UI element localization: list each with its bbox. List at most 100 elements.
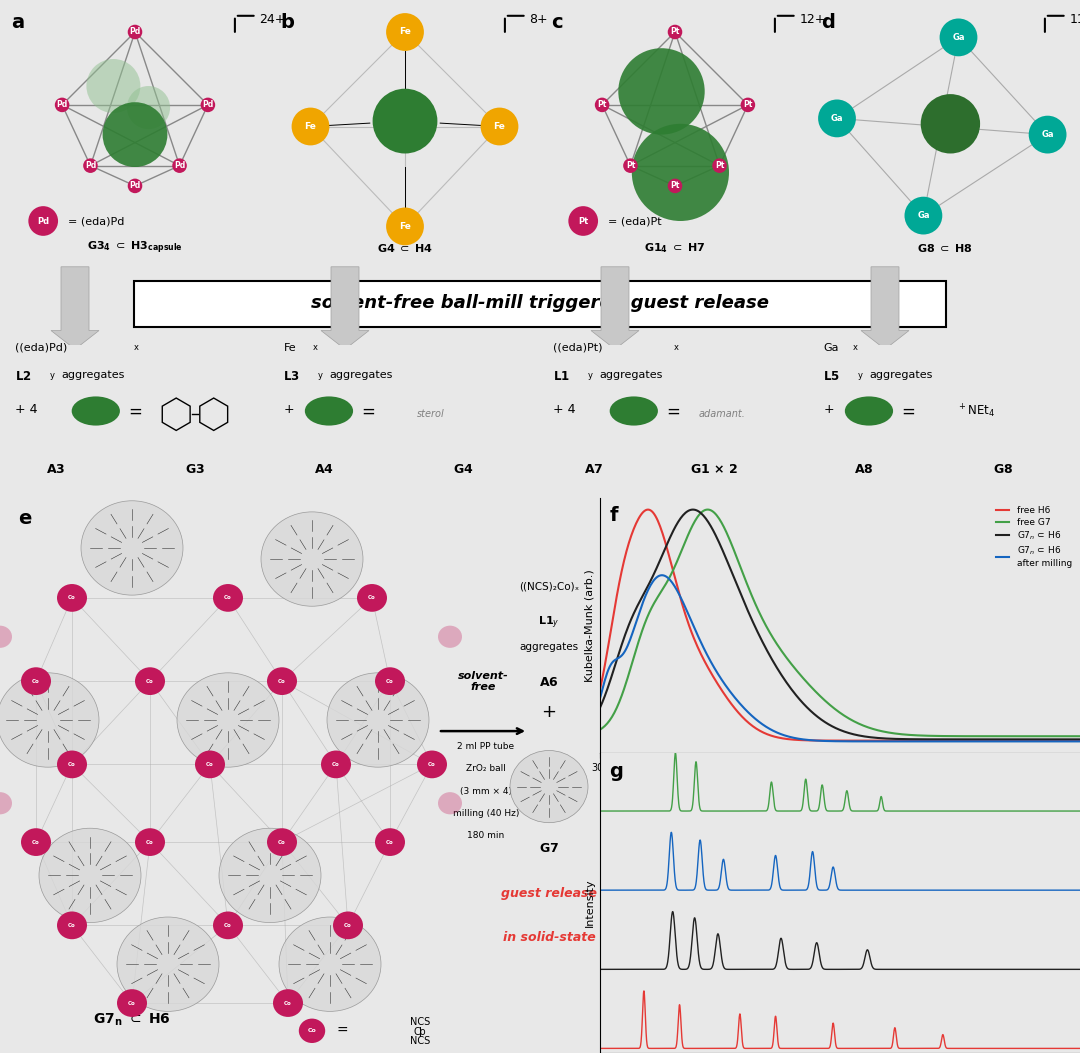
Text: $\mathbf{G1}$ × 2: $\mathbf{G1}$ × 2: [690, 463, 738, 476]
Text: Co: Co: [333, 762, 340, 767]
free H6: [1074, 734, 1080, 747]
Circle shape: [819, 99, 855, 137]
Circle shape: [595, 98, 609, 113]
Text: $\mathbf{L2}$: $\mathbf{L2}$: [15, 371, 32, 383]
FancyBboxPatch shape: [134, 280, 946, 327]
Text: Pt: Pt: [597, 100, 607, 110]
Text: Co: Co: [345, 922, 352, 928]
Circle shape: [741, 98, 755, 113]
Text: Ga: Ga: [823, 343, 839, 353]
free H6: [896, 734, 909, 747]
Text: Co: Co: [284, 1000, 292, 1006]
G7$_n$ ⊂ H6: [1074, 733, 1080, 746]
Text: aggregates: aggregates: [599, 371, 662, 380]
Text: Pd: Pd: [56, 100, 68, 110]
Circle shape: [213, 912, 243, 939]
Circle shape: [71, 396, 120, 425]
G7$_n$ ⊂ H6: [896, 733, 909, 746]
Text: c: c: [551, 13, 563, 32]
Text: Pt: Pt: [578, 217, 589, 225]
Text: Fe: Fe: [400, 222, 410, 231]
free H6: [941, 734, 954, 747]
G7$_n$ ⊂ H6
after milling: [896, 735, 909, 748]
Circle shape: [438, 792, 462, 814]
Text: y: y: [859, 371, 863, 379]
Text: 8+: 8+: [529, 13, 548, 26]
Circle shape: [57, 584, 87, 612]
Circle shape: [618, 48, 705, 135]
Text: Co: Co: [414, 1027, 427, 1037]
Text: $\mathbf{A3}$: $\mathbf{A3}$: [46, 463, 65, 476]
Text: +: +: [823, 403, 834, 416]
Text: Fe: Fe: [494, 122, 505, 131]
Text: =: =: [361, 403, 375, 421]
Text: $\mathbf{G7_n}$ $\subset$ $\mathbf{H6}$: $\mathbf{G7_n}$ $\subset$ $\mathbf{H6}$: [93, 1012, 171, 1028]
Text: $\mathbf{G4}$: $\mathbf{G4}$: [453, 463, 473, 476]
Circle shape: [127, 86, 171, 130]
Text: Pd: Pd: [130, 27, 140, 37]
Text: Co: Co: [68, 922, 76, 928]
Text: aggregates: aggregates: [60, 371, 124, 380]
Circle shape: [305, 396, 353, 425]
Circle shape: [55, 98, 69, 113]
G7$_n$ ⊂ H6
after milling: [751, 714, 764, 727]
G7$_n$ ⊂ H6
after milling: [1055, 735, 1068, 748]
free G7: [701, 503, 714, 516]
Text: $\mathbf{A4}$: $\mathbf{A4}$: [313, 463, 334, 476]
Line: G7$_n$ ⊂ H6
after milling: G7$_n$ ⊂ H6 after milling: [600, 575, 1080, 741]
free H6: [652, 517, 665, 530]
Text: guest release: guest release: [501, 887, 597, 899]
Circle shape: [135, 668, 165, 695]
Text: NCS: NCS: [410, 1036, 430, 1047]
Circle shape: [201, 98, 215, 113]
Ellipse shape: [261, 512, 363, 607]
Text: $\mathbf{G8}$ $\subset$ $\mathbf{H8}$: $\mathbf{G8}$ $\subset$ $\mathbf{H8}$: [917, 242, 973, 254]
Text: f: f: [609, 505, 618, 524]
Circle shape: [195, 751, 225, 778]
free G7: [941, 730, 954, 742]
Circle shape: [57, 912, 87, 939]
Ellipse shape: [510, 751, 588, 822]
X-axis label: wavelength (nm): wavelength (nm): [793, 778, 888, 789]
Circle shape: [713, 158, 727, 173]
Circle shape: [86, 59, 140, 113]
Circle shape: [0, 625, 12, 648]
G7$_n$ ⊂ H6
after milling: [944, 735, 957, 748]
Text: (3 mm × 4): (3 mm × 4): [460, 787, 512, 796]
Text: Pd: Pd: [37, 217, 50, 225]
Y-axis label: Kubelka-Munk (arb.): Kubelka-Munk (arb.): [584, 569, 594, 682]
Ellipse shape: [177, 673, 279, 768]
Text: y: y: [589, 371, 593, 379]
Text: $\mathbf{L5}$: $\mathbf{L5}$: [823, 371, 840, 383]
Text: Pd: Pd: [202, 100, 214, 110]
FancyArrow shape: [861, 266, 909, 350]
Circle shape: [21, 829, 51, 856]
Text: $\mathbf{L1}$: $\mathbf{L1}$: [553, 371, 570, 383]
G7$_n$ ⊂ H6
after milling: [594, 692, 607, 704]
Circle shape: [373, 88, 437, 154]
Text: Pt: Pt: [715, 161, 725, 171]
Text: ((NCS)₂Co)ₓ: ((NCS)₂Co)ₓ: [518, 581, 579, 591]
G7$_n$ ⊂ H6: [941, 733, 954, 746]
G7$_n$ ⊂ H6
after milling: [785, 731, 798, 743]
Circle shape: [135, 829, 165, 856]
free G7: [651, 591, 664, 603]
Circle shape: [623, 158, 637, 173]
Text: $^+$NEt$_4$: $^+$NEt$_4$: [957, 403, 996, 420]
Text: Ga: Ga: [831, 114, 843, 123]
G7$_n$ ⊂ H6: [944, 733, 957, 746]
Text: Pt: Pt: [671, 27, 679, 37]
Text: =: =: [336, 1024, 348, 1038]
Text: Co: Co: [129, 1000, 136, 1006]
Text: e: e: [18, 509, 31, 529]
Text: solvent-free ball-mill triggered guest release: solvent-free ball-mill triggered guest r…: [311, 294, 769, 312]
Text: adamant.: adamant.: [699, 410, 745, 419]
Text: Ga: Ga: [1041, 131, 1054, 139]
FancyArrow shape: [51, 266, 99, 350]
Text: Co: Co: [368, 595, 376, 600]
Legend: free H6, free G7, G7$_n$ ⊂ H6, G7$_n$ ⊂ H6
after milling: free H6, free G7, G7$_n$ ⊂ H6, G7$_n$ ⊂ …: [993, 502, 1076, 572]
Circle shape: [267, 668, 297, 695]
Text: Co: Co: [225, 922, 232, 928]
free H6: [944, 734, 957, 747]
G7$_n$ ⊂ H6: [751, 625, 764, 638]
